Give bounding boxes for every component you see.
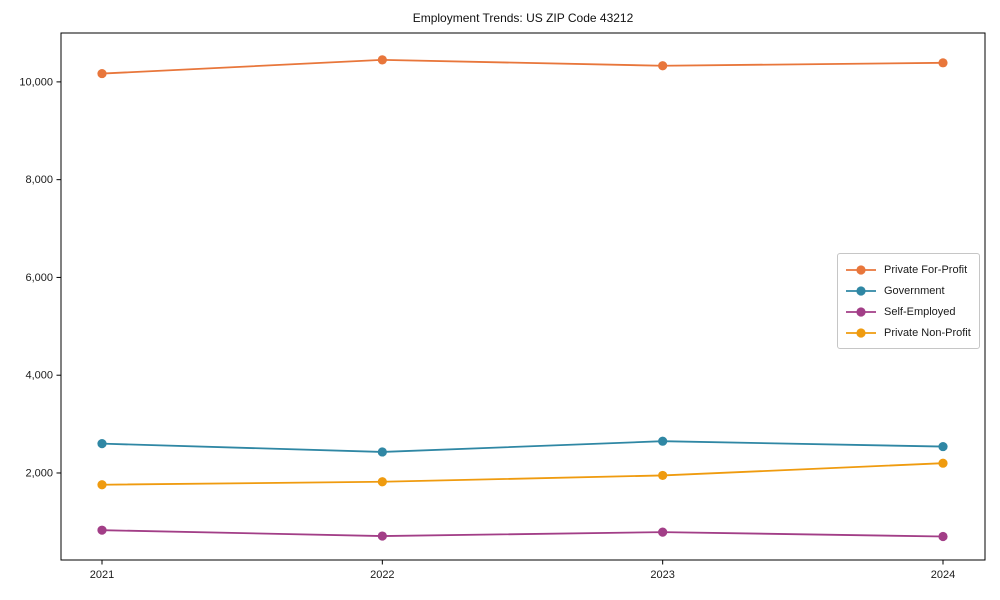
x-tick-label: 2022 [370,569,394,581]
data-point [658,61,668,71]
series-line-private-non-profit [101,462,944,486]
x-tick-label: 2024 [931,569,955,581]
series-line-self-employed [101,529,944,538]
x-tick-label: 2021 [90,569,114,581]
y-tick-label: 8,000 [25,174,53,186]
legend-label: Private For-Profit [884,263,968,276]
legend-label: Government [884,284,945,297]
data-point [938,58,948,68]
legend-label: Private Non-Profit [884,326,971,339]
chart-title: Employment Trends: US ZIP Code 43212 [412,11,634,25]
legend-item: Self-Employed [845,301,972,322]
y-tick-label: 4,000 [25,370,53,382]
data-point [377,447,387,457]
legend-item: Government [845,280,972,301]
data-point [97,480,107,490]
legend: Private For-Profit Government Self-Employe… [837,253,980,349]
data-point [97,525,107,535]
data-point [938,458,948,468]
legend-marker-icon [846,306,876,317]
legend-item: Private For-Profit [845,259,972,280]
data-point [377,477,387,487]
legend-marker-icon [846,327,876,338]
data-point [658,527,668,537]
legend-item: Private Non-Profit [845,322,972,343]
data-point [97,439,107,449]
y-tick-label: 2,000 [25,467,53,479]
data-point [938,531,948,542]
series-line-private-for-profit [101,58,944,75]
data-point [658,470,668,481]
x-tick-label: 2023 [650,569,674,581]
y-tick-label: 6,000 [25,272,53,284]
plot-border [60,32,986,561]
data-point [938,441,948,452]
legend-label: Self-Employed [884,305,956,318]
data-point [658,436,668,446]
data-point [377,55,387,65]
series-line-government [101,440,944,453]
data-point [377,531,387,541]
legend-marker-icon [846,285,876,296]
data-point [97,68,107,79]
legend-marker-icon [846,264,876,275]
y-tick-label: 10,000 [19,76,53,88]
